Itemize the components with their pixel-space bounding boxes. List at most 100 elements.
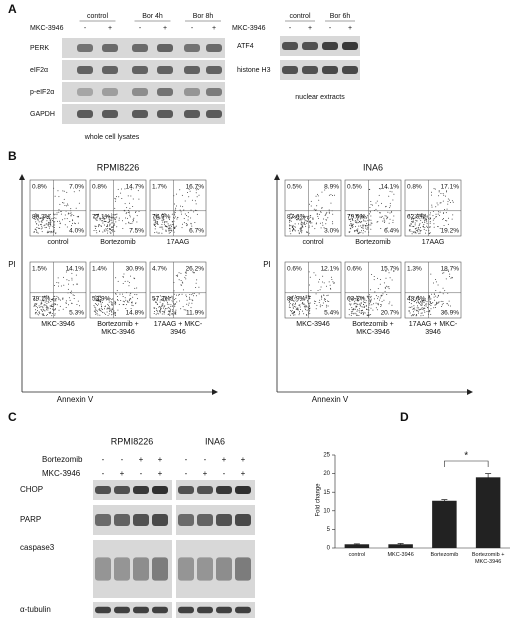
event-dot bbox=[180, 272, 182, 274]
event-dot bbox=[181, 213, 183, 215]
event-dot bbox=[168, 307, 170, 309]
event-dot bbox=[444, 195, 446, 197]
event-dot bbox=[103, 220, 105, 222]
event-dot bbox=[96, 214, 98, 216]
event-dot bbox=[440, 300, 442, 302]
event-dot bbox=[165, 297, 167, 299]
event-dot bbox=[304, 216, 306, 218]
event-dot bbox=[357, 219, 359, 221]
event-dot bbox=[386, 294, 388, 296]
event-dot bbox=[159, 226, 161, 228]
quadrant-percent: 88.2% bbox=[32, 214, 51, 221]
treatment-label: MKC-3946 bbox=[30, 25, 64, 32]
event-dot bbox=[370, 222, 372, 224]
event-dot bbox=[155, 308, 157, 310]
event-dot bbox=[162, 298, 164, 300]
event-dot bbox=[385, 215, 387, 217]
quadrant-percent: 12.1% bbox=[321, 266, 340, 273]
bar bbox=[475, 477, 501, 548]
event-dot bbox=[120, 188, 122, 190]
event-dot bbox=[429, 226, 431, 228]
event-dot bbox=[360, 310, 362, 312]
event-dot bbox=[156, 223, 158, 225]
band bbox=[157, 110, 173, 118]
event-dot bbox=[38, 224, 40, 226]
event-dot bbox=[388, 195, 390, 197]
event-dot bbox=[331, 195, 333, 197]
event-dot bbox=[129, 214, 131, 216]
event-dot bbox=[370, 296, 372, 298]
event-dot bbox=[442, 193, 444, 195]
event-dot bbox=[63, 276, 65, 278]
event-dot bbox=[189, 294, 191, 296]
event-dot bbox=[370, 228, 372, 230]
event-dot bbox=[389, 277, 391, 279]
row-label: p-eIF2α bbox=[30, 89, 54, 96]
event-dot bbox=[76, 216, 78, 218]
event-dot bbox=[385, 205, 387, 207]
event-dot bbox=[48, 218, 50, 220]
event-dot bbox=[391, 211, 393, 213]
event-dot bbox=[97, 226, 99, 228]
event-dot bbox=[35, 303, 37, 305]
event-dot bbox=[112, 298, 114, 300]
event-dot bbox=[330, 288, 332, 290]
event-dot bbox=[293, 311, 295, 313]
event-dot bbox=[122, 296, 124, 298]
event-dot bbox=[354, 301, 356, 303]
band bbox=[152, 486, 168, 494]
event-dot bbox=[421, 221, 423, 223]
event-dot bbox=[417, 295, 419, 297]
band bbox=[197, 486, 213, 494]
event-dot bbox=[62, 298, 64, 300]
event-dot bbox=[54, 313, 56, 315]
treatment-label: Bortezomib bbox=[42, 455, 83, 464]
blot-background bbox=[93, 480, 172, 500]
event-dot bbox=[332, 213, 334, 215]
event-dot bbox=[173, 290, 175, 292]
event-dot bbox=[289, 310, 291, 312]
event-dot bbox=[114, 224, 116, 226]
event-dot bbox=[196, 213, 198, 215]
event-dot bbox=[356, 222, 358, 224]
event-dot bbox=[442, 212, 444, 214]
event-dot bbox=[328, 209, 330, 211]
event-dot bbox=[314, 303, 316, 305]
event-dot bbox=[289, 220, 291, 222]
event-dot bbox=[358, 308, 360, 310]
event-dot bbox=[164, 225, 166, 227]
event-dot bbox=[352, 219, 354, 221]
event-dot bbox=[306, 306, 308, 308]
quadrant-percent: 5.4% bbox=[324, 310, 339, 317]
event-dot bbox=[168, 218, 170, 220]
event-dot bbox=[110, 300, 112, 302]
event-dot bbox=[305, 314, 307, 316]
event-dot bbox=[48, 302, 50, 304]
event-dot bbox=[306, 309, 308, 311]
event-dot bbox=[109, 219, 111, 221]
event-dot bbox=[41, 220, 43, 222]
event-dot bbox=[430, 298, 432, 300]
event-dot bbox=[292, 224, 294, 226]
event-dot bbox=[426, 215, 428, 217]
band bbox=[282, 66, 298, 74]
event-dot bbox=[410, 222, 412, 224]
event-dot bbox=[114, 200, 116, 202]
event-dot bbox=[417, 312, 419, 314]
event-dot bbox=[380, 306, 382, 308]
event-dot bbox=[439, 214, 441, 216]
event-dot bbox=[169, 228, 171, 230]
event-dot bbox=[97, 304, 99, 306]
event-dot bbox=[309, 302, 311, 304]
event-dot bbox=[187, 212, 189, 214]
event-dot bbox=[392, 199, 394, 201]
event-dot bbox=[69, 299, 71, 301]
event-dot bbox=[301, 232, 303, 234]
event-dot bbox=[136, 298, 138, 300]
y-tick-label: 15 bbox=[323, 490, 330, 496]
event-dot bbox=[367, 296, 369, 298]
event-dot bbox=[34, 218, 36, 220]
event-dot bbox=[62, 308, 64, 310]
event-dot bbox=[305, 309, 307, 311]
event-dot bbox=[443, 225, 445, 227]
